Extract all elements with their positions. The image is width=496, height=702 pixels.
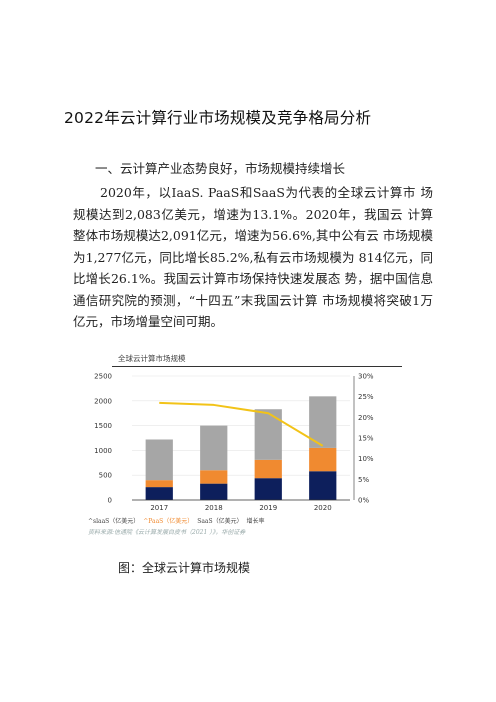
bar-segment: [200, 470, 228, 484]
chart-x-axis: 2017 2018 2019 2020: [150, 504, 331, 512]
chart-bars: [132, 396, 350, 501]
legend-saas: SaaS（亿美元）: [197, 518, 243, 525]
legend-iaas: ^slaaS（亿美元）: [88, 518, 140, 525]
bar-segment: [200, 483, 228, 500]
y2-tick-label: 20%: [358, 414, 374, 422]
y2-tick-label: 5%: [358, 476, 369, 484]
chart-legend: ^slaaS（亿美元） ^PaaS（亿美元） SaaS（亿美元） 增长率: [88, 516, 267, 525]
bar-segment: [309, 447, 337, 472]
chart-growth-line: [159, 401, 324, 447]
bar-segment: [200, 425, 228, 471]
body-paragraph: 2020年，以IaaS. PaaS和SaaS为代表的全球云计算市 场规模达到2,…: [73, 185, 433, 329]
bar-segment: [145, 439, 173, 481]
bar-segment: [145, 487, 173, 500]
y2-tick-label: 25%: [358, 393, 374, 401]
y2-tick-label: 15%: [358, 435, 374, 443]
market-size-chart: 0 500 1000 1500 2000 2500 0% 5% 10% 15% 20% 25% 30%…: [94, 373, 374, 513]
y-tick-label: 0: [108, 497, 112, 505]
y-tick-label: 1500: [94, 422, 112, 430]
chart-y-axis: 0 500 1000 1500 2000 2500: [94, 373, 112, 505]
x-tick-label: 2019: [259, 504, 277, 512]
chart-y2-axis: 0% 5% 10% 15% 20% 25% 30%: [353, 373, 374, 505]
y2-tick-label: 0%: [358, 497, 369, 505]
x-tick-label: 2017: [150, 504, 168, 512]
bar-segment: [145, 480, 173, 488]
bar-segment: [254, 409, 282, 460]
chart-title: 全球云计算市场规模: [118, 354, 186, 363]
figure-caption: 图：全球云计算市场规模: [118, 561, 251, 575]
x-tick-label: 2020: [314, 504, 332, 512]
bar-segment: [254, 459, 282, 479]
y-tick-label: 1000: [94, 447, 112, 455]
growth-rate-line: [159, 401, 324, 447]
legend-paas: ^PaaS（亿美元）: [143, 518, 194, 525]
chart-title-rule: [112, 366, 402, 367]
bar-segment: [309, 471, 337, 500]
legend-rate: 增长率: [246, 518, 265, 525]
chart-source: 资料来源:信通院《云计算发展白皮书（2021 ）》，华创证券: [88, 529, 246, 536]
section-heading: 一、云计算产业态势良好，市场规模持续增长: [95, 161, 346, 176]
y-tick-label: 500: [99, 472, 112, 480]
y2-tick-label: 30%: [358, 373, 374, 381]
y-tick-label: 2000: [94, 397, 112, 405]
bar-segment: [254, 478, 282, 500]
document-title: 2022年云计算行业市场规模及竞争格局分析: [64, 109, 372, 127]
y2-tick-label: 10%: [358, 455, 374, 463]
x-tick-label: 2018: [205, 504, 223, 512]
y-tick-label: 2500: [94, 373, 112, 381]
